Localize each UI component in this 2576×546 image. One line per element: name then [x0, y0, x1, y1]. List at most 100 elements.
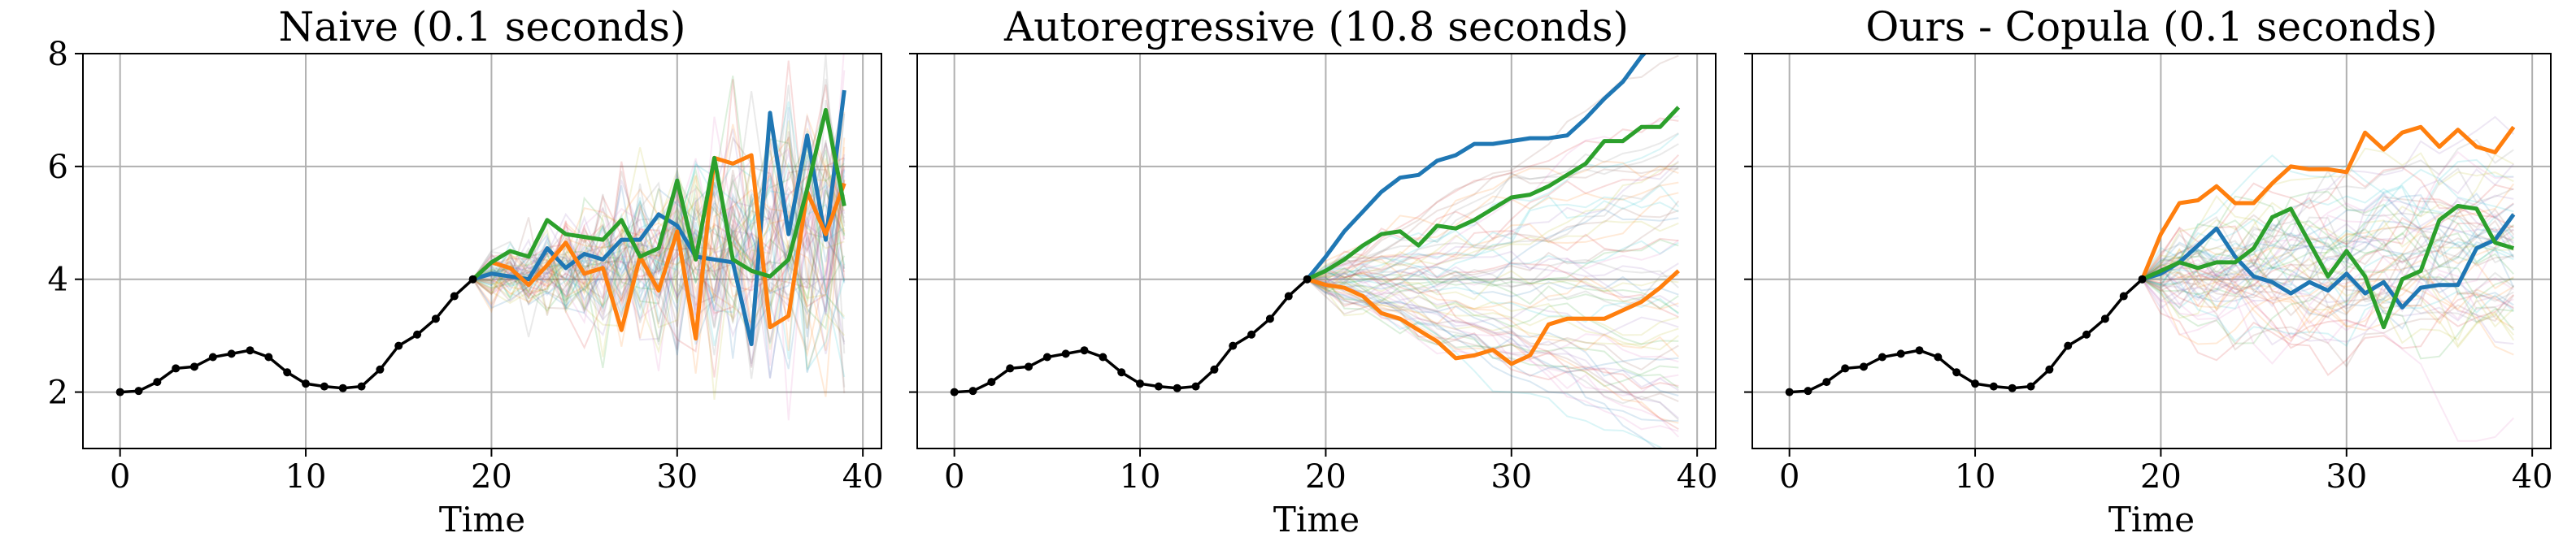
history-point	[413, 330, 422, 339]
sample-path	[2142, 216, 2514, 302]
history-point	[283, 368, 292, 377]
sample-path	[1306, 262, 1679, 299]
sample-path	[472, 124, 846, 306]
sample-path	[2142, 193, 2514, 299]
sample-path	[1307, 181, 1679, 280]
sample-path	[472, 179, 846, 294]
history-point	[302, 379, 311, 388]
sample-path	[1307, 143, 1679, 280]
sample-path	[1307, 278, 1679, 388]
x-axis-label: Time	[2108, 500, 2195, 540]
history-point	[2064, 341, 2073, 350]
plot-area	[115, 54, 846, 421]
sample-path	[2142, 154, 2514, 286]
sample-path	[2142, 220, 2514, 300]
sample-path	[2142, 212, 2515, 345]
sample-path	[472, 131, 845, 360]
sample-path	[2141, 227, 2514, 339]
x-tick-label: 40	[1677, 458, 1718, 496]
sample-path	[1307, 117, 1679, 280]
sample-path	[2142, 138, 2514, 280]
sample-path	[472, 176, 846, 401]
forecast-series-3	[471, 107, 846, 281]
history-point	[1154, 382, 1163, 391]
x-tick-label: 40	[2512, 458, 2553, 496]
sample-path	[2141, 219, 2515, 317]
sample-path	[2142, 272, 2514, 345]
x-tick-label: 20	[1305, 458, 1347, 496]
sample-path	[472, 179, 846, 353]
forecast-series-1	[472, 89, 846, 347]
history-point	[1061, 349, 1070, 358]
chart-title: Ours - Copula (0.1 seconds)	[1865, 3, 2437, 50]
sample-path	[2141, 202, 2514, 280]
history-point	[968, 387, 977, 396]
sample-path	[2141, 279, 2515, 442]
history-point	[1191, 382, 1200, 391]
x-tick-label: 0	[1779, 458, 1799, 496]
sample-path	[1307, 167, 1679, 280]
axes-frame	[1751, 53, 2552, 449]
history-point	[2119, 292, 2128, 301]
history-point	[153, 378, 162, 387]
sample-path	[2142, 232, 2514, 316]
history-point	[1265, 314, 1274, 323]
sample-path	[1307, 275, 1679, 389]
sample-path	[1307, 184, 1680, 280]
sample-path	[1307, 267, 1679, 323]
sample-path	[2141, 150, 2514, 283]
sample-path	[2142, 222, 2514, 349]
sample-path	[1307, 262, 1679, 336]
sample-path	[2141, 232, 2514, 344]
sample-path	[2141, 220, 2515, 287]
sample-path	[472, 213, 846, 314]
sample-path	[472, 127, 845, 358]
y-tick-label: 2	[48, 375, 68, 412]
sample-path	[1307, 192, 1679, 291]
history-point	[1229, 341, 1238, 350]
subplot-2: 0 10 20 30 40 Autoregressive (10.8 seconds) Ti…	[909, 3, 1718, 540]
history-point	[1896, 349, 1905, 358]
history-point	[1136, 379, 1145, 388]
sample-path	[472, 161, 846, 367]
sample-path	[2141, 210, 2514, 280]
sample-path	[2142, 278, 2514, 348]
sample-path	[2142, 158, 2514, 280]
history-point	[376, 365, 385, 374]
history-point	[2008, 384, 2017, 392]
x-tick-label: 10	[285, 458, 327, 496]
x-tick-label: 10	[1955, 458, 1996, 496]
sample-path	[2142, 248, 2514, 344]
history-point	[2100, 314, 2109, 323]
forecast-series-2	[471, 153, 846, 341]
sample-path	[472, 102, 846, 368]
history-point	[1006, 364, 1015, 373]
history-point	[1860, 362, 1869, 371]
sample-path	[2142, 194, 2514, 308]
sample-path	[1307, 166, 1679, 287]
history-point	[987, 378, 996, 387]
history-point	[172, 364, 181, 373]
history-point	[1042, 353, 1051, 362]
axes-frame	[82, 53, 882, 449]
sample-path	[1307, 270, 1679, 301]
sample-path	[1307, 275, 1679, 297]
sample-path	[1307, 278, 1664, 448]
sample-path	[1307, 271, 1679, 345]
sample-path	[1307, 275, 1679, 325]
history-point	[357, 382, 366, 391]
history-point	[1099, 353, 1107, 362]
sample-path	[2142, 208, 2515, 299]
history-point	[1247, 330, 1256, 339]
sample-path	[2141, 279, 2514, 376]
history-point	[1284, 292, 1293, 301]
sample-path	[1307, 270, 1679, 392]
sample-path	[2142, 259, 2514, 342]
sample-path	[1307, 230, 1679, 286]
x-tick-label: 40	[842, 458, 884, 496]
history-point	[1971, 379, 1980, 388]
sample-path	[472, 136, 846, 330]
sample-path	[2141, 240, 2515, 318]
history-point	[264, 353, 273, 362]
chart-title: Autoregressive (10.8 seconds)	[1003, 3, 1629, 50]
